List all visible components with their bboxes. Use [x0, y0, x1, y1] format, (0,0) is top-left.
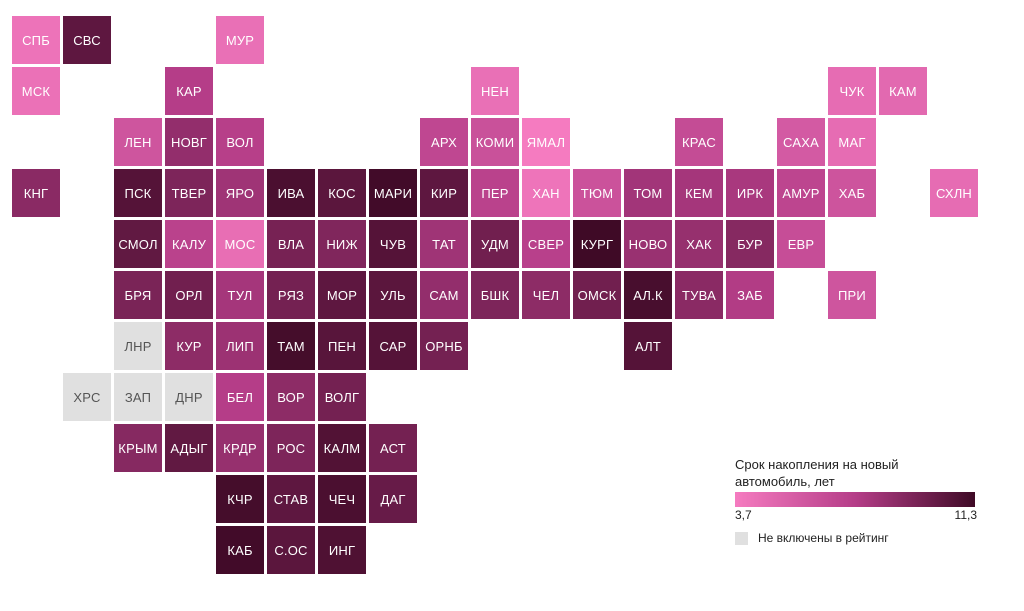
legend-max-label: 11,3: [954, 508, 977, 522]
region-tile[interactable]: ЛИП: [216, 322, 264, 370]
region-tile[interactable]: НЕН: [471, 67, 519, 115]
region-tile[interactable]: ДАГ: [369, 475, 417, 523]
region-tile[interactable]: ДНР: [165, 373, 213, 421]
region-tile[interactable]: ТЮМ: [573, 169, 621, 217]
region-tile[interactable]: СМОЛ: [114, 220, 162, 268]
region-tile[interactable]: БРЯ: [114, 271, 162, 319]
region-tile[interactable]: С.ОС: [267, 526, 315, 574]
region-tile[interactable]: АМУР: [777, 169, 825, 217]
region-tile[interactable]: КАР: [165, 67, 213, 115]
region-tile[interactable]: САХА: [777, 118, 825, 166]
region-tile[interactable]: ХАБ: [828, 169, 876, 217]
region-tile[interactable]: УЛЬ: [369, 271, 417, 319]
region-tile[interactable]: ПЕР: [471, 169, 519, 217]
region-tile[interactable]: САМ: [420, 271, 468, 319]
legend-not-ranked: Не включены в рейтинг: [735, 531, 977, 545]
legend-not-ranked-label: Не включены в рейтинг: [758, 531, 889, 545]
region-tile[interactable]: КИР: [420, 169, 468, 217]
region-tile[interactable]: ЧУВ: [369, 220, 417, 268]
region-tile[interactable]: НОВГ: [165, 118, 213, 166]
region-tile[interactable]: МОР: [318, 271, 366, 319]
region-tile[interactable]: СПБ: [12, 16, 60, 64]
region-tile[interactable]: КУРГ: [573, 220, 621, 268]
region-tile[interactable]: МАГ: [828, 118, 876, 166]
region-tile[interactable]: МАРИ: [369, 169, 417, 217]
region-tile[interactable]: ВОР: [267, 373, 315, 421]
region-tile[interactable]: МСК: [12, 67, 60, 115]
region-tile[interactable]: ЯРО: [216, 169, 264, 217]
region-tile[interactable]: ЗАП: [114, 373, 162, 421]
region-tile[interactable]: КРЫМ: [114, 424, 162, 472]
region-tile[interactable]: БШК: [471, 271, 519, 319]
region-tile[interactable]: СВС: [63, 16, 111, 64]
region-tile[interactable]: АЛ.К: [624, 271, 672, 319]
region-tile[interactable]: СТАВ: [267, 475, 315, 523]
region-tile[interactable]: АЛТ: [624, 322, 672, 370]
region-tile[interactable]: ЛЕН: [114, 118, 162, 166]
region-tile[interactable]: ПСК: [114, 169, 162, 217]
region-tile[interactable]: ВОЛГ: [318, 373, 366, 421]
legend-min-label: 3,7: [735, 508, 752, 522]
region-tile[interactable]: КОМИ: [471, 118, 519, 166]
region-tile[interactable]: НИЖ: [318, 220, 366, 268]
region-tile[interactable]: ТУВА: [675, 271, 723, 319]
legend-title: Срок накопления на новый автомобиль, лет: [735, 457, 899, 489]
region-tile[interactable]: САР: [369, 322, 417, 370]
region-tile[interactable]: КАБ: [216, 526, 264, 574]
region-tile[interactable]: ВЛА: [267, 220, 315, 268]
region-tile[interactable]: ХАН: [522, 169, 570, 217]
region-tile[interactable]: КЧР: [216, 475, 264, 523]
legend-color-scale: [735, 492, 975, 507]
legend: Срок накопления на новый автомобиль, лет…: [735, 456, 977, 545]
region-tile[interactable]: КАМ: [879, 67, 927, 115]
region-tile[interactable]: ОМСК: [573, 271, 621, 319]
region-tile[interactable]: БЕЛ: [216, 373, 264, 421]
legend-not-ranked-swatch: [735, 531, 748, 545]
region-tile[interactable]: ИВА: [267, 169, 315, 217]
region-tile[interactable]: КРАС: [675, 118, 723, 166]
region-tile[interactable]: ЯМАЛ: [522, 118, 570, 166]
region-tile[interactable]: ЗАБ: [726, 271, 774, 319]
region-tile[interactable]: БУР: [726, 220, 774, 268]
region-tile[interactable]: ВОЛ: [216, 118, 264, 166]
region-tile[interactable]: РОС: [267, 424, 315, 472]
region-tile[interactable]: МОС: [216, 220, 264, 268]
region-tile[interactable]: ЧЕЧ: [318, 475, 366, 523]
region-tile[interactable]: КНГ: [12, 169, 60, 217]
region-tile[interactable]: ОРЛ: [165, 271, 213, 319]
region-tile[interactable]: ХАК: [675, 220, 723, 268]
region-tile[interactable]: ИНГ: [318, 526, 366, 574]
region-tile[interactable]: КУР: [165, 322, 213, 370]
region-tile[interactable]: ТВЕР: [165, 169, 213, 217]
region-tile[interactable]: ПЕН: [318, 322, 366, 370]
region-tile[interactable]: ТАТ: [420, 220, 468, 268]
region-tile[interactable]: КОС: [318, 169, 366, 217]
region-tile[interactable]: РЯЗ: [267, 271, 315, 319]
region-tile[interactable]: КЕМ: [675, 169, 723, 217]
region-tile[interactable]: ТУЛ: [216, 271, 264, 319]
region-tile[interactable]: КАЛУ: [165, 220, 213, 268]
legend-ticks: 3,7 11,3: [735, 507, 977, 523]
region-tile[interactable]: ХРС: [63, 373, 111, 421]
region-tile[interactable]: УДМ: [471, 220, 519, 268]
region-tile[interactable]: ТОМ: [624, 169, 672, 217]
region-tile[interactable]: ОРНБ: [420, 322, 468, 370]
region-tile[interactable]: АСТ: [369, 424, 417, 472]
region-tile[interactable]: ИРК: [726, 169, 774, 217]
region-tile[interactable]: ЛНР: [114, 322, 162, 370]
region-tile[interactable]: СХЛН: [930, 169, 978, 217]
region-tile[interactable]: АДЫГ: [165, 424, 213, 472]
region-tile[interactable]: МУР: [216, 16, 264, 64]
region-tile[interactable]: СВЕР: [522, 220, 570, 268]
region-tile[interactable]: ПРИ: [828, 271, 876, 319]
region-tile[interactable]: ЧУК: [828, 67, 876, 115]
region-tile[interactable]: КАЛМ: [318, 424, 366, 472]
region-tile[interactable]: ЕВР: [777, 220, 825, 268]
region-tile[interactable]: ТАМ: [267, 322, 315, 370]
region-tile[interactable]: ЧЕЛ: [522, 271, 570, 319]
region-tile[interactable]: КРДР: [216, 424, 264, 472]
region-tile[interactable]: АРХ: [420, 118, 468, 166]
region-tile[interactable]: НОВО: [624, 220, 672, 268]
